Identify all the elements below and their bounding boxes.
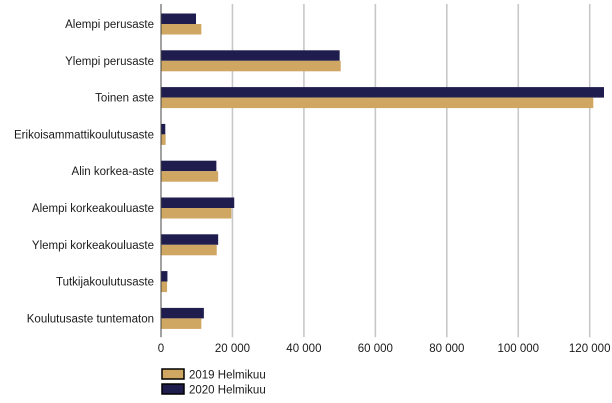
bar-2020 — [161, 197, 235, 208]
x-tick-label: 40 000 — [286, 343, 321, 355]
bar-2020 — [161, 234, 219, 245]
bar-2019 — [161, 24, 202, 35]
legend: 2019 Helmikuu 2020 Helmikuu — [161, 368, 266, 397]
bar-2020 — [161, 123, 166, 135]
bar-2020 — [161, 87, 604, 98]
bar-2019 — [161, 134, 166, 145]
category-label: Erikoisammattikoulutusaste — [14, 129, 154, 141]
category-label: Koulutusaste tuntematon — [27, 313, 154, 325]
legend-label: 2019 Helmikuu — [189, 370, 266, 382]
category-label: Toinen aste — [95, 93, 154, 105]
bar-2019 — [161, 171, 219, 182]
bar-2019 — [161, 60, 341, 72]
x-tick-label: 80 000 — [429, 343, 464, 355]
x-tick-label: 100 000 — [497, 343, 539, 355]
category-label: Alin korkea-aste — [72, 166, 154, 178]
x-tick-label: 60 000 — [358, 343, 393, 355]
bar-2020 — [161, 50, 340, 61]
legend-label: 2020 Helmikuu — [189, 385, 266, 397]
bar-2020 — [161, 13, 197, 24]
category-label: Alempi perusaste — [65, 19, 154, 31]
axes: 0 20 000 40 000 60 000 80 000 100 000 120 000 A… — [14, 4, 610, 355]
x-tick-label: 0 — [158, 343, 164, 355]
bars — [161, 13, 604, 329]
category-label: Ylempi perusaste — [65, 56, 154, 68]
bar-2019 — [161, 318, 202, 329]
legend-swatch — [161, 383, 185, 395]
x-tick-label: 120 000 — [569, 343, 611, 355]
category-label: Tutkijakoulutusaste — [56, 277, 154, 289]
legend-swatch — [161, 368, 185, 380]
x-tick-label: 20 000 — [215, 343, 250, 355]
bar-2019 — [161, 281, 168, 293]
category-label: Ylempi korkeakouluaste — [32, 240, 154, 252]
bar-2019 — [161, 97, 594, 109]
bar-2019 — [161, 208, 232, 219]
bar-2020 — [161, 160, 217, 172]
bar-2020 — [161, 307, 204, 319]
bar-2019 — [161, 244, 217, 256]
category-label: Alempi korkeakouluaste — [32, 203, 154, 215]
bar-2020 — [161, 271, 168, 282]
